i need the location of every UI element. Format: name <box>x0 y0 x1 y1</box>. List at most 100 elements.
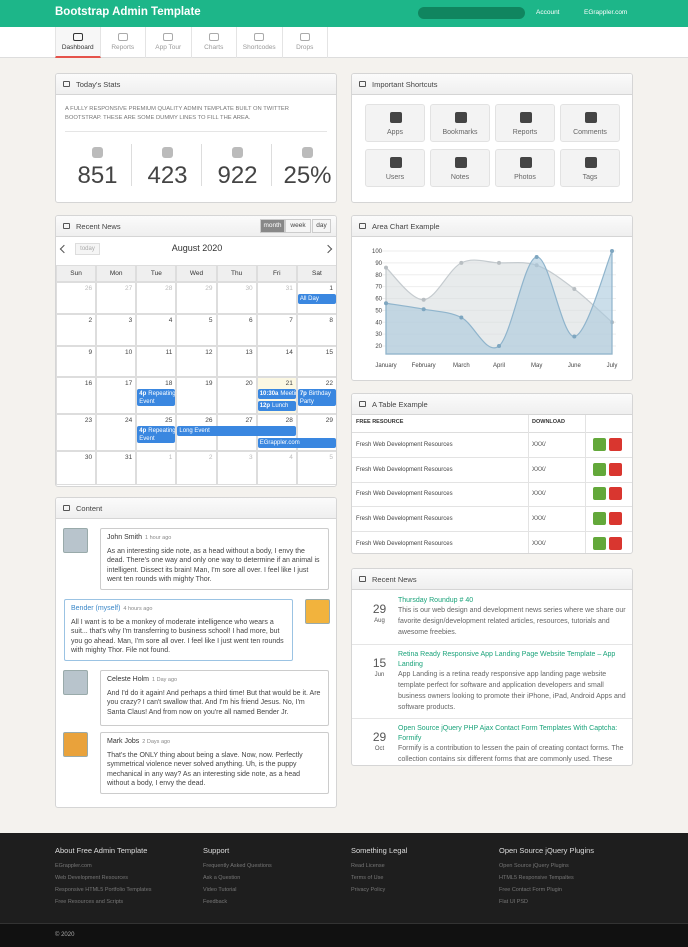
approve-button[interactable] <box>593 487 606 501</box>
delete-button[interactable] <box>609 462 622 476</box>
calendar-event[interactable]: All Day Event <box>297 294 336 304</box>
approve-button[interactable] <box>593 536 606 550</box>
footer-link[interactable]: Free Resources and Scripts <box>55 899 124 905</box>
tab[interactable]: Reports <box>101 27 146 58</box>
view-button[interactable]: week <box>285 219 311 233</box>
tab[interactable]: Dashboard <box>55 27 101 58</box>
row-line <box>352 481 632 483</box>
shortcut-button[interactable]: Bookmarks <box>430 104 490 142</box>
tab[interactable]: Drops <box>283 27 328 58</box>
calendar-event[interactable]: 10:30aMeeting <box>257 389 296 399</box>
account-menu[interactable]: Account <box>536 9 560 16</box>
tab[interactable]: Charts <box>192 27 237 58</box>
footer-link[interactable]: EGrappler.com <box>55 863 92 869</box>
day-cell: 11 <box>136 346 177 377</box>
footer-link[interactable]: Open Source jQuery Plugins <box>499 863 569 869</box>
delete-button[interactable] <box>609 512 622 526</box>
tab[interactable]: Shortcodes <box>237 27 283 58</box>
footer-link[interactable]: Web Development Resources <box>55 875 128 881</box>
shortcut-button[interactable]: Apps <box>365 104 425 142</box>
approve-button[interactable] <box>593 438 606 451</box>
news-title[interactable]: Open Source jQuery PHP Ajax Contact Form… <box>398 725 618 742</box>
footer-link[interactable]: Responsive HTML5 Portfolio Templates <box>55 887 152 893</box>
event-title: Repeating Event <box>139 428 176 442</box>
stat-icon <box>162 147 173 158</box>
footer-link[interactable]: Video Tutorial <box>203 887 237 893</box>
approve-button[interactable] <box>593 512 606 526</box>
news-day: 15 <box>372 656 387 670</box>
y-tick-label: 50 <box>375 308 382 314</box>
weekday: Tue <box>136 265 177 282</box>
message-text: All I want is to be a monkey of moderate… <box>71 618 284 655</box>
tab[interactable]: App Tour <box>146 27 192 58</box>
calendar-event[interactable]: 12p Lunch <box>257 401 296 411</box>
avatar <box>63 670 88 695</box>
day-cell: 1 <box>296 282 336 314</box>
shortcut-button[interactable]: Notes <box>430 149 490 187</box>
footer-link[interactable]: Ask a Question <box>203 875 241 881</box>
author-name: Bender (myself) <box>71 605 121 612</box>
news-title[interactable]: Retina Ready Responsive App Landing Page… <box>398 651 616 668</box>
delete-button[interactable] <box>609 536 622 550</box>
author-name: Celeste Holm <box>107 676 150 683</box>
brand[interactable]: Bootstrap Admin Template <box>55 6 201 18</box>
calendar-event[interactable]: 4p Repeating Event <box>137 389 176 406</box>
user-menu[interactable]: EGrappler.com <box>584 9 628 16</box>
tab-icon <box>117 33 128 41</box>
calendar-event[interactable]: EGrappler.com <box>257 438 336 448</box>
search-box[interactable] <box>418 7 525 19</box>
tab-bar: Dashboard Reports App Tour Charts Shortcodes… <box>0 27 688 58</box>
calendar-event[interactable]: 7p Birthday Party <box>297 389 336 406</box>
view-button[interactable]: month <box>260 219 285 233</box>
col-line <box>528 415 529 553</box>
footer-link[interactable]: Privacy Policy <box>351 887 386 893</box>
row-line <box>352 531 632 533</box>
header-icon <box>359 401 366 407</box>
day-cell: 12 <box>176 346 217 377</box>
footer-link[interactable]: Frequently Asked Questions <box>203 863 272 869</box>
shortcut-button[interactable]: Comments <box>560 104 620 142</box>
stat-icon <box>302 147 313 158</box>
data-point <box>421 297 426 302</box>
shortcut-button[interactable]: Users <box>365 149 425 187</box>
approve-button[interactable] <box>593 462 606 476</box>
day-cell: 19 <box>176 377 217 414</box>
shortcut-icon <box>455 157 467 168</box>
header-icon <box>359 576 366 582</box>
y-tick-label: 80 <box>375 273 382 279</box>
view-button[interactable]: day <box>312 219 331 233</box>
shortcut-button[interactable]: Photos <box>495 149 555 187</box>
news-divider <box>352 718 632 719</box>
day-cell: 9 <box>56 346 97 377</box>
y-tick-label: 100 <box>372 249 383 255</box>
shortcut-button[interactable]: Tags <box>560 149 620 187</box>
table-cell: XXX/ <box>532 516 546 523</box>
day-cell: 25 <box>136 414 177 451</box>
footer-link[interactable]: Terms of Use <box>351 875 384 881</box>
footer-link[interactable]: Feedback <box>203 899 228 905</box>
calendar-event[interactable]: Long Event <box>177 426 296 436</box>
delete-button[interactable] <box>609 438 622 451</box>
shortcut-button[interactable]: Reports <box>495 104 555 142</box>
footer-heading: Something Legal <box>351 846 408 855</box>
panel-header: Today's Stats <box>56 74 336 95</box>
column-header: FREE RESOURCE <box>356 419 404 425</box>
event-title: Repeating Event <box>139 391 176 405</box>
footer-link[interactable]: HTML5 Responsive Tempaltes <box>499 875 574 881</box>
footer-link[interactable]: Free Contact Form Plugin <box>499 887 562 893</box>
footer-link[interactable]: Flat UI PSD <box>499 899 529 905</box>
tab-label: Dashboard <box>61 44 94 51</box>
delete-button[interactable] <box>609 487 622 501</box>
panel-title: Area Chart Example <box>372 222 440 231</box>
day-cell: 13 <box>216 346 257 377</box>
message-time: 4 hours ago <box>123 606 153 612</box>
today-button[interactable]: today <box>75 243 100 255</box>
calendar-event[interactable]: 4p Repeating Event <box>137 426 176 443</box>
data-point <box>534 254 539 259</box>
day-cell: 4 <box>136 314 177 346</box>
tab-icon <box>299 33 310 41</box>
message-time: 1 hour ago <box>145 535 172 541</box>
footer-link[interactable]: Read License <box>351 863 385 869</box>
news-title[interactable]: Thursday Roundup # 40 <box>398 597 474 604</box>
day-cell: 3 <box>96 314 137 346</box>
